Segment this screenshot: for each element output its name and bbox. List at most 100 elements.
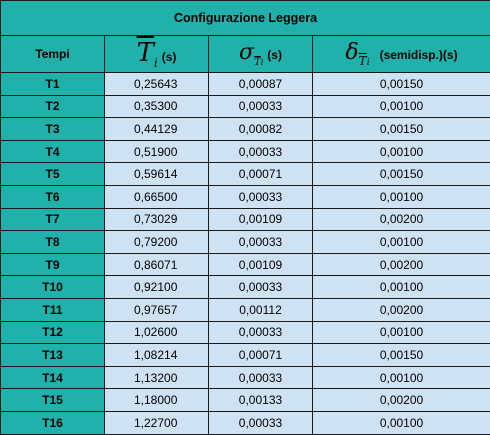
delta-sub-symbol: T xyxy=(359,54,367,68)
sigma-cell: 0,00033 xyxy=(209,140,313,163)
mean-cell: 0,44129 xyxy=(105,118,209,141)
row-label: T16 xyxy=(1,411,105,434)
mean-cell: 1,18000 xyxy=(105,389,209,412)
header-row: Tempi Ti(s) σTi(s) δTi(semidisp.)(s) xyxy=(1,36,490,73)
row-label: T1 xyxy=(1,73,105,96)
mean-symbol: T xyxy=(137,38,154,68)
sigma-cell: 0,00082 xyxy=(209,118,313,141)
delta-cell: 0,00100 xyxy=(313,411,490,434)
mean-subscript: i xyxy=(154,56,158,70)
mean-cell: 1,22700 xyxy=(105,411,209,434)
table-title: Configurazione Leggera xyxy=(1,1,490,36)
mean-cell: 0,92100 xyxy=(105,276,209,299)
row-label: T12 xyxy=(1,321,105,344)
delta-cell: 0,00100 xyxy=(313,321,490,344)
delta-cell: 0,00150 xyxy=(313,73,490,96)
mean-cell: 0,73029 xyxy=(105,208,209,231)
delta-cell: 0,00150 xyxy=(313,118,490,141)
delta-cell: 0,00150 xyxy=(313,344,490,367)
row-label: T8 xyxy=(1,231,105,254)
sigma-cell: 0,00033 xyxy=(209,411,313,434)
sigma-cell: 0,00109 xyxy=(209,253,313,276)
row-label: T2 xyxy=(1,95,105,118)
delta-cell: 0,00200 xyxy=(313,253,490,276)
mean-cell: 0,97657 xyxy=(105,298,209,321)
sigma-cell: 0,00087 xyxy=(209,73,313,96)
sigma-cell: 0,00033 xyxy=(209,321,313,344)
sigma-cell: 0,00033 xyxy=(209,95,313,118)
delta-cell: 0,00100 xyxy=(313,95,490,118)
row-label: T11 xyxy=(1,298,105,321)
delta-symbol: δ xyxy=(345,40,358,65)
sigma-cell: 0,00071 xyxy=(209,163,313,186)
delta-subscript: i xyxy=(367,58,370,68)
delta-cell: 0,00100 xyxy=(313,140,490,163)
mean-unit: (s) xyxy=(162,50,177,64)
delta-cell: 0,00200 xyxy=(313,298,490,321)
row-label: T5 xyxy=(1,163,105,186)
sigma-cell: 0,00033 xyxy=(209,366,313,389)
delta-cell: 0,00200 xyxy=(313,389,490,412)
mean-cell: 1,13200 xyxy=(105,366,209,389)
sigma-symbol: σ xyxy=(239,40,254,65)
sigma-cell: 0,00112 xyxy=(209,298,313,321)
row-label: T4 xyxy=(1,140,105,163)
sigma-unit: (s) xyxy=(267,48,282,62)
mean-cell: 1,08214 xyxy=(105,344,209,367)
sigma-cell: 0,00071 xyxy=(209,344,313,367)
delta-cell: 0,00150 xyxy=(313,163,490,186)
row-label: T3 xyxy=(1,118,105,141)
sigma-cell: 0,00033 xyxy=(209,231,313,254)
header-mean: Ti (s) xyxy=(105,36,209,73)
mean-cell: 0,66500 xyxy=(105,185,209,208)
row-label: T15 xyxy=(1,389,105,412)
mean-cell: 0,35300 xyxy=(105,95,209,118)
row-label: T9 xyxy=(1,253,105,276)
delta-cell: 0,00100 xyxy=(313,366,490,389)
title-row: Configurazione Leggera xyxy=(1,1,490,36)
mean-cell: 0,86071 xyxy=(105,253,209,276)
delta-unit: (semidisp.)(s) xyxy=(380,48,458,62)
sigma-cell: 0,00033 xyxy=(209,276,313,299)
header-tempi: Tempi xyxy=(1,36,105,73)
mean-cell: 0,51900 xyxy=(105,140,209,163)
row-label: T14 xyxy=(1,366,105,389)
mean-cell: 0,79200 xyxy=(105,231,209,254)
sigma-cell: 0,00133 xyxy=(209,389,313,412)
header-sigma: σTi(s) xyxy=(209,36,313,73)
delta-cell: 0,00100 xyxy=(313,185,490,208)
mean-cell: 0,59614 xyxy=(105,163,209,186)
row-label: T6 xyxy=(1,185,105,208)
sigma-sub-symbol: T xyxy=(254,57,261,68)
sigma-subscript: i xyxy=(261,58,264,67)
delta-cell: 0,00200 xyxy=(313,208,490,231)
mean-cell: 0,25643 xyxy=(105,73,209,96)
delta-cell: 0,00100 xyxy=(313,231,490,254)
delta-cell: 0,00100 xyxy=(313,276,490,299)
sigma-cell: 0,00109 xyxy=(209,208,313,231)
header-delta: δTi (semidisp.)(s) xyxy=(313,36,490,73)
row-label: T13 xyxy=(1,344,105,367)
mean-cell: 1,02600 xyxy=(105,321,209,344)
sigma-cell: 0,00033 xyxy=(209,185,313,208)
row-label: T10 xyxy=(1,276,105,299)
row-label: T7 xyxy=(1,208,105,231)
